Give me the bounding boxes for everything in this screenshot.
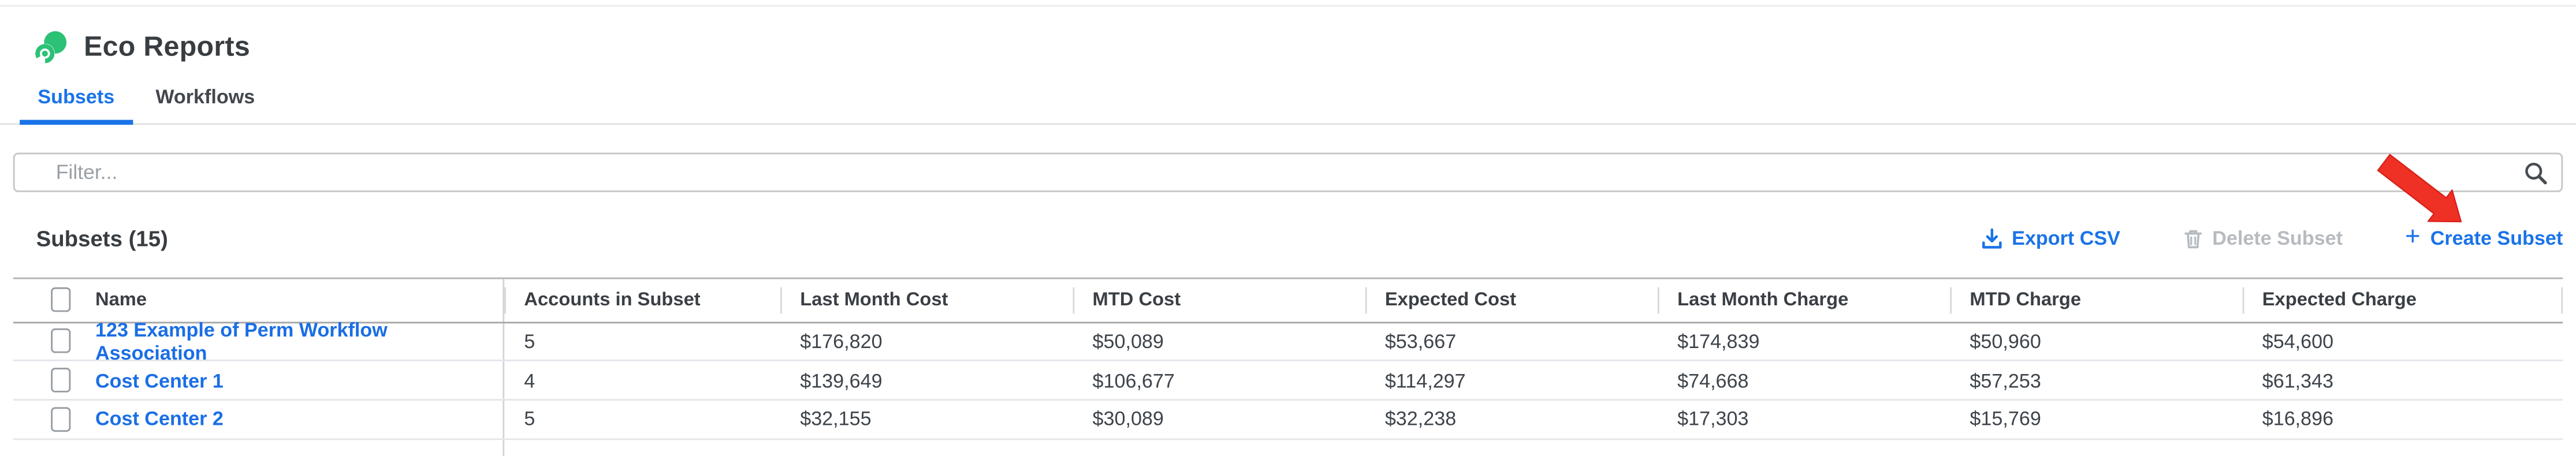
filter-input[interactable] xyxy=(13,152,2563,192)
cell-accounts: 5 xyxy=(524,330,535,353)
header-last-month-charge[interactable]: Last Month Charge xyxy=(1657,279,1950,322)
eco-logo-icon xyxy=(35,30,67,63)
cell-expected-charge: $16,896 xyxy=(2262,408,2334,431)
cell-expected-cost: $53,667 xyxy=(1384,330,1457,353)
cell-mtd-cost: $30,089 xyxy=(1092,408,1164,431)
page-header: Eco Reports xyxy=(0,0,2576,74)
header-checkbox-cell xyxy=(13,287,82,313)
table-row: Cost Center 2 5 $32,155 $30,089 $32,238 … xyxy=(13,400,2563,440)
search-icon[interactable] xyxy=(2523,160,2548,185)
download-icon xyxy=(1981,227,2001,248)
cell-expected-cost: $32,238 xyxy=(1384,408,1457,431)
header-name[interactable]: Name xyxy=(82,279,505,322)
table-header-row: Name Accounts in Subset Last Month Cost … xyxy=(13,279,2563,323)
cell-accounts: 5 xyxy=(524,408,535,431)
cell-last-month-charge: $74,668 xyxy=(1677,368,1749,392)
toolbar-actions: Export CSV Delete Subset + Create Subset xyxy=(1981,223,2563,252)
subsets-toolbar: Subsets (15) Export CSV Delete Subset + … xyxy=(13,218,2563,257)
select-all-checkbox[interactable] xyxy=(50,287,71,313)
row-checkbox-cell xyxy=(13,328,82,354)
cell-last-month-cost: $176,820 xyxy=(800,330,883,353)
export-csv-button[interactable]: Export CSV xyxy=(1981,226,2120,250)
create-subset-button[interactable]: + Create Subset xyxy=(2405,223,2563,252)
create-subset-label: Create Subset xyxy=(2430,226,2563,250)
cell-mtd-cost: $106,677 xyxy=(1092,368,1175,392)
delete-subset-button[interactable]: Delete Subset xyxy=(2183,226,2343,250)
table-row: 123 Example of Perm Workflow Association… xyxy=(13,318,2563,364)
header-expected-charge[interactable]: Expected Charge xyxy=(2242,279,2563,322)
plus-icon: + xyxy=(2405,223,2421,252)
header-mtd-charge[interactable]: MTD Charge xyxy=(1950,279,2242,322)
table-row-partial xyxy=(13,439,2563,456)
cell-mtd-charge: $57,253 xyxy=(1970,368,2041,392)
header-last-month-cost[interactable]: Last Month Cost xyxy=(780,279,1073,322)
trash-icon xyxy=(2184,229,2202,248)
cell-name: Cost Center 2 xyxy=(82,400,505,438)
cell-last-month-charge: $17,303 xyxy=(1677,408,1749,431)
row-checkbox-cell xyxy=(13,368,82,393)
header-accounts-in-subset[interactable]: Accounts in Subset xyxy=(504,279,780,322)
cell-expected-charge: $54,600 xyxy=(2262,330,2334,353)
cell-mtd-charge: $50,960 xyxy=(1970,330,2041,353)
cell-mtd-cost: $50,089 xyxy=(1092,330,1164,353)
cell-mtd-charge: $15,769 xyxy=(1970,408,2041,431)
export-csv-label: Export CSV xyxy=(2012,226,2120,250)
page-title: Eco Reports xyxy=(84,31,251,63)
row-checkbox[interactable] xyxy=(50,328,71,354)
tab-workflows[interactable]: Workflows xyxy=(155,85,255,109)
cell-last-month-cost: $139,649 xyxy=(800,368,883,392)
filter-bar xyxy=(13,152,2563,192)
header-mtd-cost[interactable]: MTD Cost xyxy=(1073,279,1365,322)
row-checkbox[interactable] xyxy=(50,406,71,432)
cell-expected-charge: $61,343 xyxy=(2262,368,2334,392)
subset-name-link[interactable]: Cost Center 2 xyxy=(95,408,224,431)
cell-last-month-charge: $174,839 xyxy=(1677,330,1760,353)
cell-name: 123 Example of Perm Workflow Association xyxy=(82,318,505,364)
subsets-table: Name Accounts in Subset Last Month Cost … xyxy=(13,277,2563,456)
cell-expected-cost: $114,297 xyxy=(1384,368,1466,392)
cell-accounts: 4 xyxy=(524,368,535,392)
tab-bar: Subsets Workflows xyxy=(0,74,2576,125)
subset-name-link[interactable]: 123 Example of Perm Workflow Association xyxy=(95,318,388,365)
cell-last-month-cost: $32,155 xyxy=(800,408,872,431)
top-divider xyxy=(0,5,2576,7)
row-checkbox[interactable] xyxy=(50,368,71,393)
section-heading: Subsets (15) xyxy=(36,226,168,251)
cell-name: Cost Center 1 xyxy=(82,361,505,399)
delete-subset-label: Delete Subset xyxy=(2212,226,2343,250)
subset-name-link[interactable]: Cost Center 1 xyxy=(95,368,224,392)
table-row: Cost Center 1 4 $139,649 $106,677 $114,2… xyxy=(13,361,2563,401)
header-expected-cost[interactable]: Expected Cost xyxy=(1365,279,1658,322)
row-checkbox-cell xyxy=(13,406,82,432)
tab-subsets[interactable]: Subsets xyxy=(20,85,132,125)
